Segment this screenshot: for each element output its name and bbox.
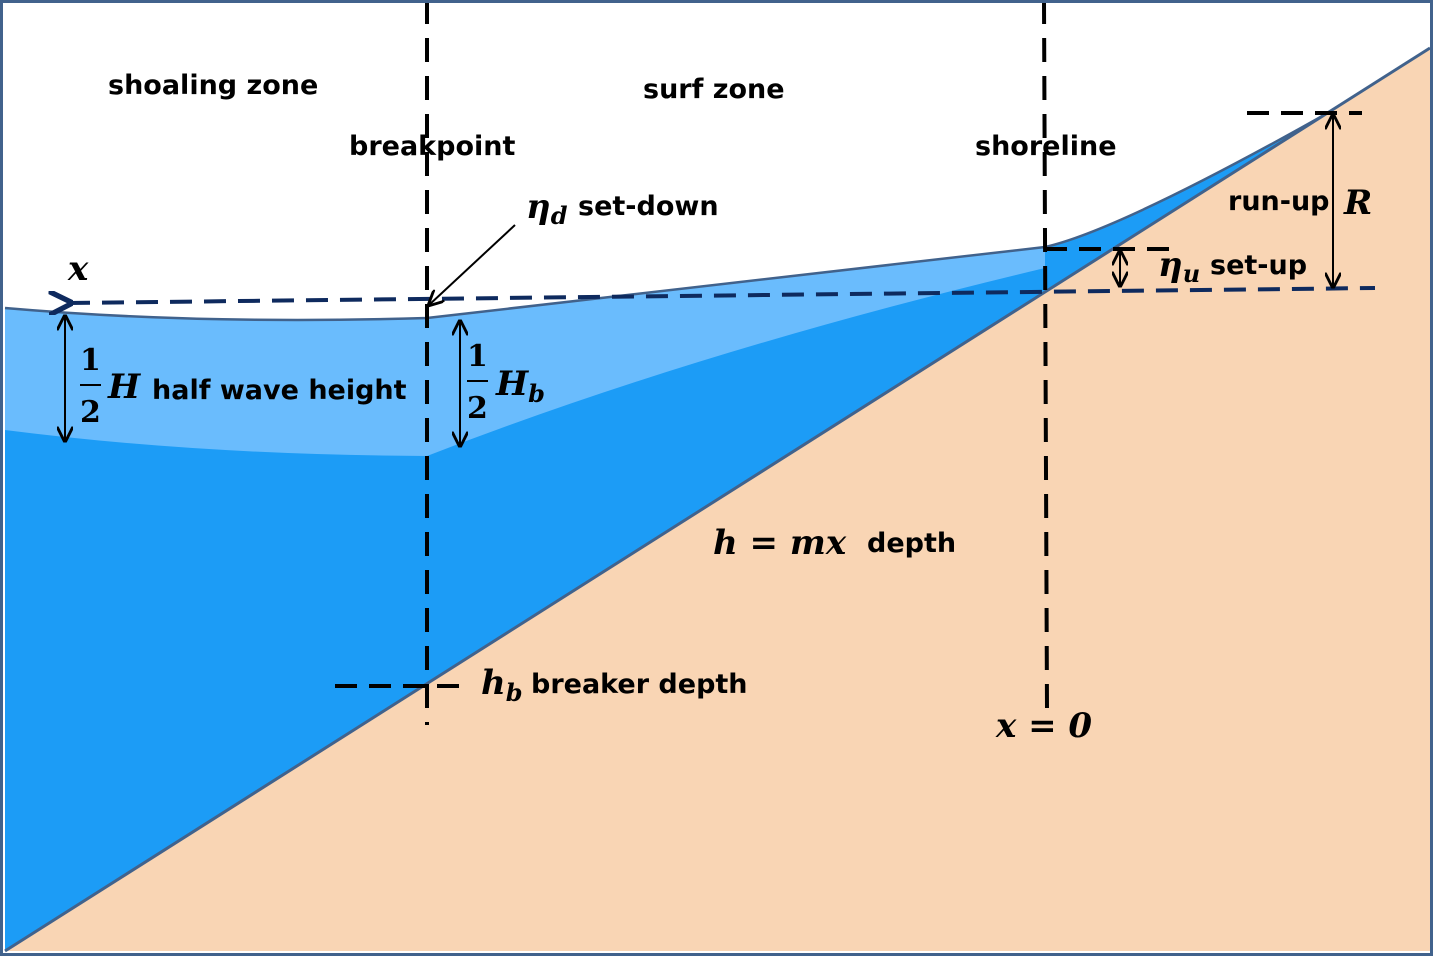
setdown-label: set-down	[578, 191, 719, 222]
setdown-symbol: ηd	[526, 187, 568, 230]
beach-slope	[4, 46, 1431, 953]
half-breaker-symbol: Hb	[495, 364, 545, 408]
setdown-pointer-arrow	[429, 224, 516, 305]
x-axis-symbol: x	[67, 249, 89, 289]
setup-symbol: ηu	[1158, 245, 1200, 288]
breaker-depth-label: breaker depth	[531, 669, 748, 700]
shoreline-label: shoreline	[975, 131, 1117, 162]
shoaling-zone-label: shoaling zone	[108, 70, 318, 101]
half-wave-symbol: H	[107, 367, 142, 407]
setup-label: set-up	[1210, 250, 1307, 281]
half-wave-label: half wave height	[152, 375, 407, 406]
runup-label: run-up	[1228, 186, 1330, 217]
wave-band	[5, 247, 1045, 456]
depth-equation: h = mx	[713, 523, 847, 563]
breakpoint-label: breakpoint	[349, 131, 515, 162]
origin-label: x = 0	[995, 706, 1092, 746]
half-breaker-denominator: 2	[467, 391, 488, 426]
depth-label: depth	[867, 528, 956, 559]
half-wave-denominator: 2	[80, 395, 101, 430]
half-wave-numerator: 1	[80, 343, 101, 378]
breaker-depth-symbol: hb	[481, 663, 523, 707]
mean-water-line	[68, 286, 1376, 303]
surf-zone-label: surf zone	[643, 74, 785, 105]
runup-symbol: R	[1343, 183, 1372, 223]
half-breaker-numerator: 1	[467, 339, 488, 374]
shoreline-line	[1042, 0, 1049, 711]
